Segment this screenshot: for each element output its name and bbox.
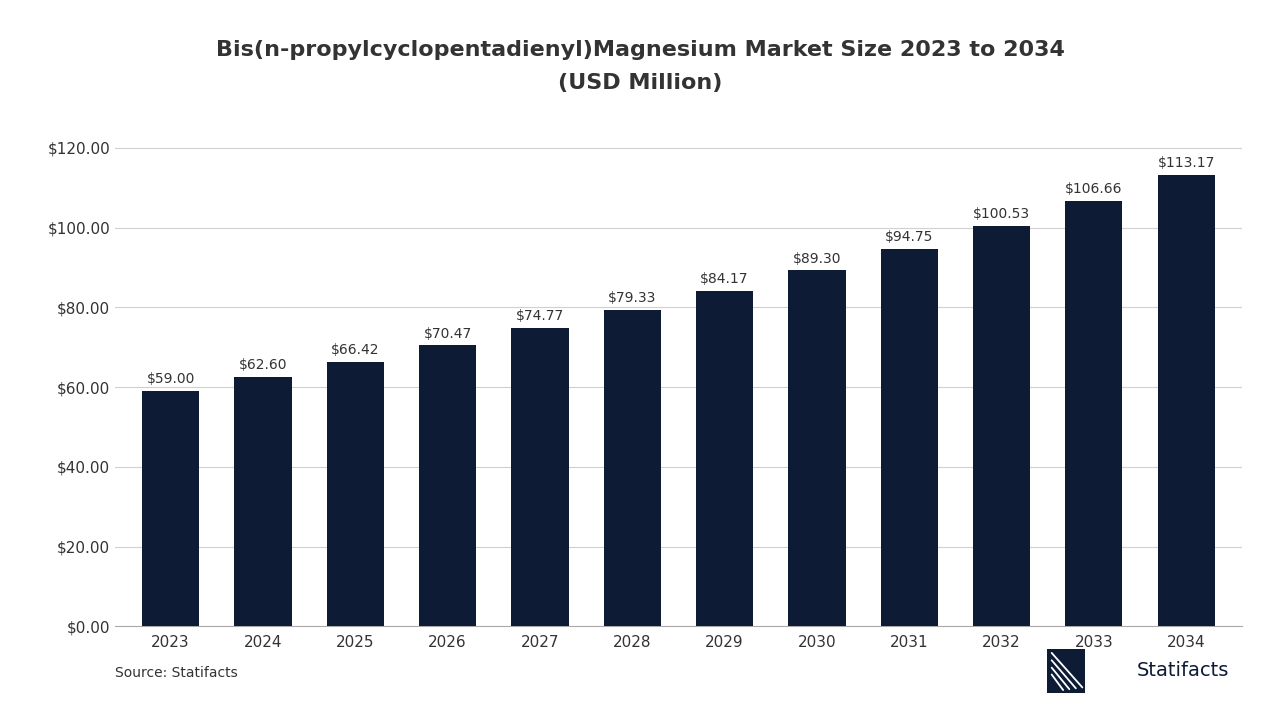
Bar bbox=[326, 361, 384, 626]
Bar bbox=[604, 310, 660, 626]
Bar bbox=[1157, 175, 1215, 626]
Text: $84.17: $84.17 bbox=[700, 272, 749, 286]
Bar bbox=[511, 328, 568, 626]
Bar bbox=[696, 291, 753, 626]
Text: Source: Statifacts: Source: Statifacts bbox=[115, 667, 238, 680]
Bar bbox=[1065, 201, 1123, 626]
Bar bbox=[881, 248, 938, 626]
Text: (USD Million): (USD Million) bbox=[558, 73, 722, 93]
Bar bbox=[788, 270, 846, 626]
Bar bbox=[973, 225, 1030, 626]
Bar bbox=[142, 391, 200, 626]
Text: $106.66: $106.66 bbox=[1065, 182, 1123, 197]
Text: $70.47: $70.47 bbox=[424, 327, 472, 341]
Text: $62.60: $62.60 bbox=[238, 358, 287, 372]
Text: $113.17: $113.17 bbox=[1157, 156, 1215, 171]
Text: $74.77: $74.77 bbox=[516, 310, 564, 323]
Text: $100.53: $100.53 bbox=[973, 207, 1030, 221]
Bar bbox=[234, 377, 292, 626]
Text: Statifacts: Statifacts bbox=[1137, 662, 1229, 680]
Text: $59.00: $59.00 bbox=[146, 372, 195, 387]
Bar bbox=[419, 346, 476, 626]
Text: Bis(n-propylcyclopentadienyl)Magnesium Market Size 2023 to 2034: Bis(n-propylcyclopentadienyl)Magnesium M… bbox=[215, 40, 1065, 60]
Text: $79.33: $79.33 bbox=[608, 292, 657, 305]
Text: $94.75: $94.75 bbox=[884, 230, 933, 244]
Text: $89.30: $89.30 bbox=[792, 251, 841, 266]
Text: $66.42: $66.42 bbox=[332, 343, 379, 356]
FancyBboxPatch shape bbox=[1047, 649, 1085, 693]
